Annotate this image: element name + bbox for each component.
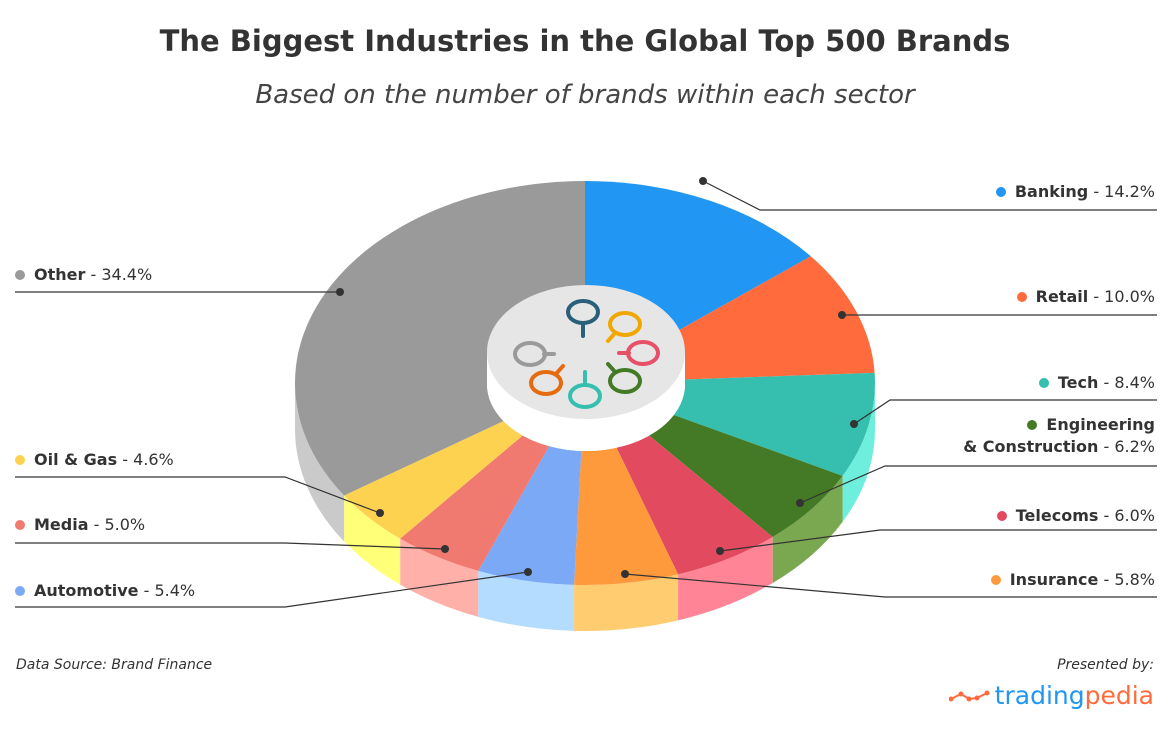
legend-dot-icon — [1038, 377, 1049, 388]
leader-dot — [699, 177, 707, 185]
slice-side-4 — [678, 537, 773, 621]
leader-dot — [524, 568, 532, 576]
legend-dot-icon — [1016, 291, 1027, 302]
slice-label-media: Media - 5.0% — [15, 515, 145, 534]
chart-subtitle: Based on the number of brands within eac… — [255, 80, 915, 110]
magnifier-icon — [529, 370, 563, 396]
leader-dot — [796, 499, 804, 507]
slice-label-tech: Tech - 8.4% — [1038, 373, 1155, 392]
slice-side-5 — [574, 574, 679, 631]
slice-label-engineering-construction: Engineering & Construction - 6.2% — [963, 415, 1155, 456]
label-name: Automotive — [34, 581, 139, 600]
logo-part1: trading — [994, 681, 1085, 710]
label-name: Tech — [1057, 373, 1099, 392]
label-name: Insurance — [1009, 570, 1099, 589]
leader-line — [624, 573, 1157, 598]
label-name: Other — [34, 265, 86, 284]
label-value: - 8.4% — [1103, 373, 1155, 392]
leader-line — [853, 399, 1157, 425]
leader-line — [719, 529, 1157, 552]
magnifier-handle — [606, 362, 618, 374]
label-value: - 5.4% — [143, 581, 196, 600]
label-name-line2: & Construction — [963, 437, 1099, 456]
label-value: - 6.0% — [1103, 506, 1155, 525]
magnifier-handle — [606, 331, 618, 343]
slice-label-other: Other - 34.4% — [15, 265, 152, 284]
legend-dot-icon — [996, 510, 1007, 521]
logo-part2: pedia — [1084, 681, 1154, 710]
label-value: - 5.8% — [1103, 570, 1155, 589]
chart-title: The Biggest Industries in the Global Top… — [159, 24, 1011, 58]
slice-side-3 — [772, 475, 843, 584]
leader-dot — [336, 288, 344, 296]
legend-dot-icon — [15, 585, 25, 596]
slice-label-oil-gas: Oil & Gas - 4.6% — [15, 450, 174, 469]
label-value: - 10.0% — [1093, 287, 1155, 306]
legend-dot-icon — [15, 519, 25, 530]
leader-dot — [441, 545, 449, 553]
leader-dot — [376, 509, 384, 517]
leader-dot — [850, 420, 858, 428]
slice-label-retail: Retail - 10.0% — [1016, 287, 1155, 306]
label-value: - 6.2% — [1103, 437, 1155, 456]
slice-label-banking: Banking - 14.2% — [995, 182, 1155, 201]
legend-dot-icon — [15, 454, 25, 465]
legend-dot-icon — [995, 186, 1006, 197]
legend-dot-icon — [990, 574, 1001, 585]
leader-line — [15, 542, 446, 550]
slice-side-6 — [478, 570, 575, 631]
leader-line — [702, 180, 1157, 211]
data-source: Data Source: Brand Finance — [16, 657, 213, 673]
magnifier-handle — [553, 364, 565, 376]
label-value: - 14.2% — [1093, 182, 1155, 201]
legend-dot-icon — [1027, 419, 1038, 430]
slice-side-2 — [842, 383, 875, 522]
logo-line-icon — [948, 690, 990, 701]
label-value: - 5.0% — [93, 515, 146, 534]
slice-label-automotive: Automotive - 5.4% — [15, 581, 195, 600]
magnifier-icon — [608, 368, 642, 394]
slice-side-8 — [344, 495, 401, 585]
slice-label-telecoms: Telecoms - 6.0% — [996, 506, 1155, 525]
label-value: - 4.6% — [122, 450, 174, 469]
label-name: Banking — [1014, 182, 1089, 201]
leader-dot — [838, 311, 846, 319]
label-name: Oil & Gas — [34, 450, 118, 469]
slice-side-9 — [295, 383, 345, 542]
leader-dot — [621, 570, 629, 578]
tradingpedia-logo[interactable]: trading pedia — [948, 681, 1154, 710]
slice-label-insurance: Insurance - 5.8% — [990, 570, 1155, 589]
label-name: Media — [34, 515, 89, 534]
leader-line — [15, 476, 381, 514]
leader-line — [15, 571, 529, 608]
magnifier-icon — [608, 311, 642, 337]
legend-dot-icon — [15, 269, 25, 280]
label-name: Retail — [1035, 287, 1089, 306]
leader-line — [799, 465, 1157, 504]
slice-side-7 — [400, 538, 479, 617]
leader-dot — [716, 547, 724, 555]
label-name-line1: Engineering — [1046, 415, 1155, 434]
label-name: Telecoms — [1015, 506, 1099, 525]
presented-by: Presented by: — [1057, 657, 1154, 673]
label-value: - 34.4% — [90, 265, 153, 284]
pie-slice-other — [295, 181, 585, 496]
